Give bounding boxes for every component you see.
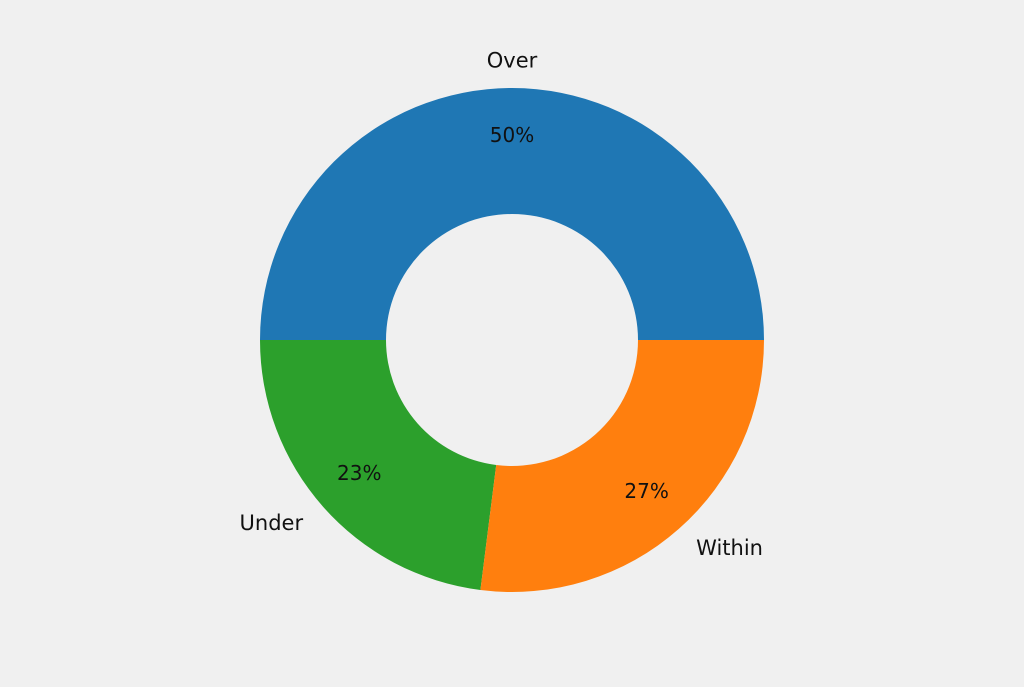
pct-label-over: 50%	[490, 123, 534, 147]
slice-label-under: Under	[240, 511, 304, 535]
slice-label-over: Over	[487, 49, 538, 73]
slice-over	[260, 88, 764, 340]
slice-label-within: Within	[696, 536, 763, 560]
pct-label-under: 23%	[337, 461, 381, 485]
pct-label-within: 27%	[624, 479, 668, 503]
slice-within	[480, 340, 764, 592]
slice-under	[260, 340, 497, 591]
